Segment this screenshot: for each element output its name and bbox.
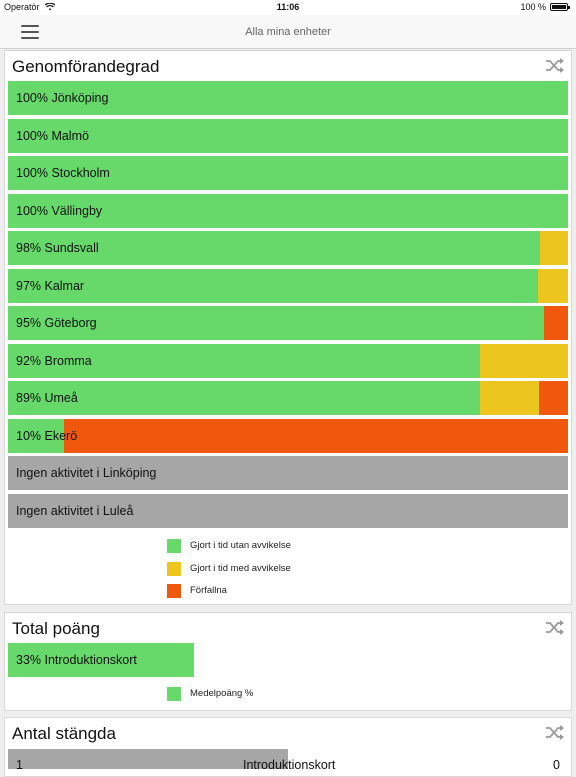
- bar-row[interactable]: 89% Umeå: [8, 381, 568, 415]
- bar-row[interactable]: 97% Kalmar: [8, 268, 568, 303]
- total-score-card: Total poäng 33% Introduktionskort Medelp…: [4, 612, 572, 711]
- status-bar: Operatör 11:06 100 %: [0, 0, 576, 15]
- carrier: Operatör: [4, 2, 56, 12]
- legend-label: Gjort i tid utan avvikelse: [190, 540, 291, 551]
- navigation-bar: Alla mina enheter: [0, 15, 576, 49]
- overdue-segment: [543, 306, 568, 340]
- bar-row[interactable]: 92% Bromma: [8, 343, 568, 378]
- on-time-segment: [8, 118, 568, 153]
- closed-count-right-value: 0: [553, 758, 560, 769]
- carrier-label: Operatör: [4, 2, 40, 12]
- card-title: Total poäng: [12, 619, 100, 638]
- bar-label: Ingen aktivitet i Luleå: [16, 503, 134, 518]
- bar-row[interactable]: 10% Ekerö: [8, 418, 568, 453]
- card-title: Antal stängda: [12, 724, 116, 743]
- bar-row[interactable]: 98% Sundsvall: [8, 231, 568, 265]
- legend-label: Gjort i tid med avvikelse: [190, 562, 291, 574]
- bar-label: 98% Sundsvall: [16, 241, 99, 255]
- bar-row[interactable]: 100% Stockholm: [8, 156, 568, 190]
- on-time-segment: [8, 231, 540, 265]
- on-time-segment: [8, 156, 568, 190]
- bar-row[interactable]: Ingen aktivitet i Linköping: [8, 456, 568, 490]
- page-title: Alla mina enheter: [245, 26, 331, 38]
- battery-icon: [550, 3, 570, 11]
- legend-label: Förfallna: [190, 585, 227, 596]
- deviation-segment: [480, 381, 539, 415]
- legend-swatch: [167, 687, 181, 701]
- shuffle-icon[interactable]: [545, 619, 565, 636]
- bar-label: 95% Göteborg: [16, 316, 97, 330]
- closed-count-card: Antal stängda 1 Introduktionskort 0: [4, 717, 572, 777]
- on-time-segment: [8, 343, 481, 378]
- no-activity-segment: [8, 493, 568, 528]
- on-time-segment: [8, 193, 568, 228]
- bar-label: 100% Malmö: [16, 128, 89, 143]
- battery-status: 100 %: [520, 2, 570, 12]
- on-time-segment: [8, 418, 64, 453]
- clock: 11:06: [276, 2, 300, 12]
- bar-row[interactable]: 33% Introduktionskort: [8, 643, 574, 677]
- overdue-segment: [64, 418, 568, 453]
- legend-swatch: [167, 561, 181, 576]
- bar-label: 100% Stockholm: [16, 166, 110, 180]
- bar-label: 10% Ekerö: [16, 428, 78, 443]
- bar-row[interactable]: 100% Malmö: [8, 118, 568, 153]
- bar-row[interactable]: 100% Vällingby: [8, 193, 568, 228]
- menu-icon[interactable]: [21, 25, 39, 39]
- bar-label: 33% Introduktionskort: [16, 653, 137, 667]
- on-time-segment: [8, 306, 544, 340]
- bar-label: 89% Umeå: [16, 391, 78, 405]
- battery-label: 100 %: [520, 2, 546, 12]
- overdue-segment: [538, 381, 568, 415]
- on-time-segment: [8, 268, 538, 303]
- closed-count-value: 1: [16, 758, 23, 769]
- legend-label: Medelpoäng %: [190, 688, 254, 699]
- closed-count-row[interactable]: 1 Introduktionskort 0: [8, 749, 568, 769]
- shuffle-icon[interactable]: [545, 57, 565, 74]
- bar-label: 100% Jönköping: [16, 91, 109, 105]
- on-time-segment: [8, 643, 194, 677]
- wifi-icon: [45, 3, 56, 11]
- on-time-segment: [8, 381, 481, 415]
- legend-swatch: [167, 539, 181, 553]
- bar-row[interactable]: Ingen aktivitet i Luleå: [8, 493, 568, 528]
- closed-count-bar: [8, 749, 288, 769]
- no-activity-segment: [8, 456, 568, 490]
- on-time-segment: [8, 81, 568, 115]
- shuffle-icon[interactable]: [545, 724, 565, 741]
- bar-label: Ingen aktivitet i Linköping: [16, 466, 157, 480]
- bar-label: 100% Vällingby: [16, 203, 103, 218]
- legend-swatch: [167, 584, 181, 598]
- deviation-segment: [480, 343, 568, 378]
- bar-label: 97% Kalmar: [16, 278, 85, 293]
- deviation-segment: [537, 268, 568, 303]
- bar-row[interactable]: 95% Göteborg: [8, 306, 568, 340]
- completion-rate-card: Genomförandegrad 100% Jönköping 100% Malm…: [4, 50, 572, 605]
- bar-label: 92% Bromma: [16, 353, 92, 368]
- card-title: Genomförandegrad: [12, 57, 160, 76]
- deviation-segment: [540, 231, 568, 265]
- bar-row[interactable]: 100% Jönköping: [8, 81, 568, 115]
- closed-count-label: Introduktionskort: [243, 758, 336, 769]
